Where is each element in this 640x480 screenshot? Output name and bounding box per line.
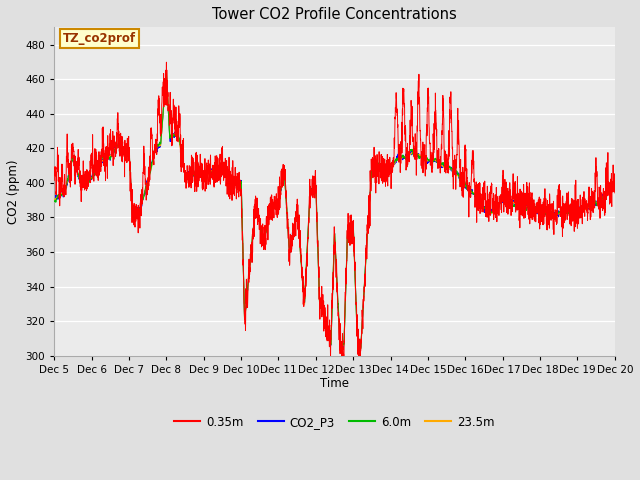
Legend: 0.35m, CO2_P3, 6.0m, 23.5m: 0.35m, CO2_P3, 6.0m, 23.5m [170,411,499,433]
Y-axis label: CO2 (ppm): CO2 (ppm) [7,159,20,224]
Title: Tower CO2 Profile Concentrations: Tower CO2 Profile Concentrations [212,7,457,22]
X-axis label: Time: Time [320,377,349,390]
Text: TZ_co2prof: TZ_co2prof [63,32,136,45]
